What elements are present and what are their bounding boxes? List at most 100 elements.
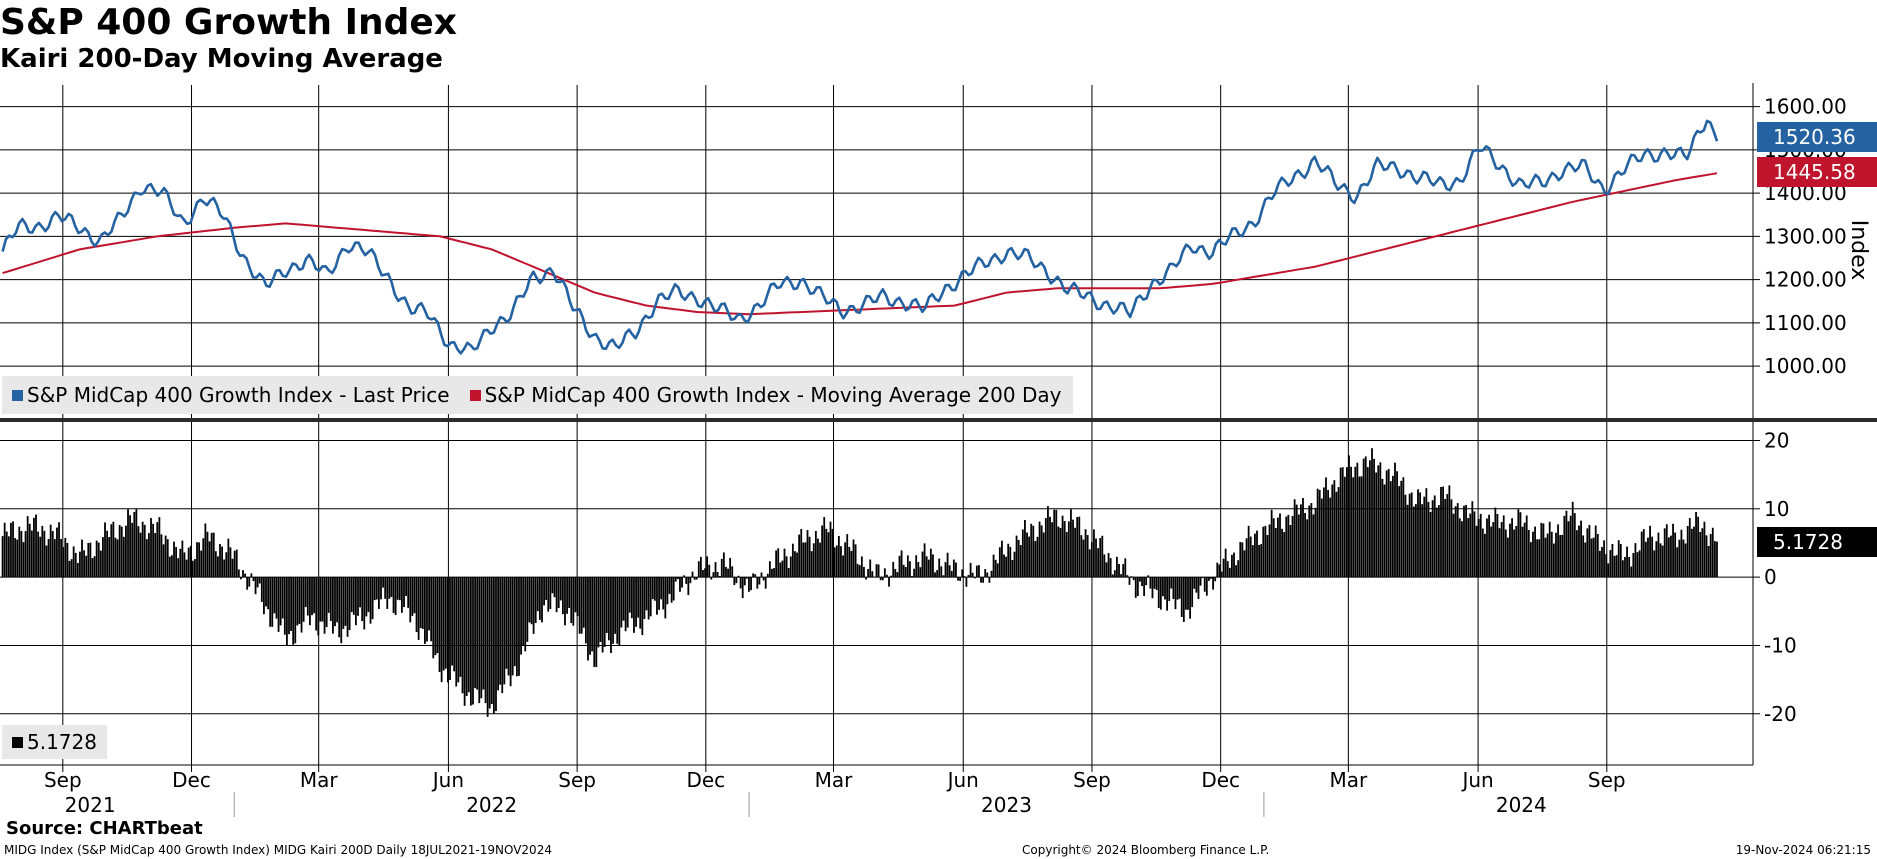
kairi-bar xyxy=(1713,541,1716,578)
kairi-bar xyxy=(1559,534,1562,578)
kairi-bar xyxy=(227,538,230,578)
kairi-bar xyxy=(1285,516,1288,578)
kairi-bar xyxy=(1220,571,1223,578)
kairi-bar xyxy=(300,577,303,633)
kairi-bar xyxy=(1569,515,1572,578)
kairi-bar xyxy=(915,555,918,578)
kairi-bar xyxy=(1247,525,1250,578)
kairi-bar xyxy=(1375,472,1378,578)
kairi-bar xyxy=(129,515,132,578)
kairi-bar xyxy=(708,564,711,578)
kairi-bar xyxy=(1134,577,1137,598)
kairi-bar xyxy=(10,522,12,578)
kairi-bar xyxy=(334,577,336,627)
kairi-bar xyxy=(725,566,727,578)
kairi-bar xyxy=(463,577,466,706)
kairi-bar xyxy=(568,577,571,608)
kairi-bar xyxy=(913,568,916,578)
kairi-bar xyxy=(1295,504,1298,578)
kairi-bar xyxy=(1030,523,1033,578)
x-month-label: Jun xyxy=(1460,768,1493,792)
kairi-bar xyxy=(1387,468,1390,578)
kairi-bar xyxy=(950,570,953,578)
x-month-label: Jun xyxy=(431,768,464,792)
kairi-bar xyxy=(189,545,192,578)
kairi-bar xyxy=(342,577,345,629)
kairi-bar xyxy=(810,551,813,578)
kairi-bar xyxy=(513,577,516,667)
kairi-bar xyxy=(576,577,579,617)
kairi-bar xyxy=(649,577,652,617)
legend-moving-average-swatch xyxy=(469,389,481,401)
kairi-bar xyxy=(1026,532,1028,578)
kairi-bar xyxy=(791,543,794,578)
kairi-bar xyxy=(118,525,121,578)
kairi-bar xyxy=(827,532,830,578)
kairi-bar xyxy=(515,577,518,677)
kairi-bar xyxy=(961,569,964,578)
kairi-bar xyxy=(545,577,548,600)
kairi-bar xyxy=(30,530,33,578)
kairi-bar xyxy=(1414,504,1417,578)
kairi-bar xyxy=(1254,533,1256,578)
kairi-bar xyxy=(538,577,541,620)
kairi-bar xyxy=(455,577,458,687)
kairi-bar xyxy=(1672,523,1674,578)
kairi-bar xyxy=(574,577,577,613)
kairi-bar xyxy=(1540,522,1543,578)
kairi-bar xyxy=(731,566,734,578)
kairi-bar xyxy=(578,577,581,634)
kairi-bar xyxy=(28,523,31,578)
kairi-bar xyxy=(819,542,821,578)
kairi-bar xyxy=(848,546,851,578)
kairi-bar xyxy=(1423,496,1426,578)
kairi-bar xyxy=(720,558,723,578)
x-month-label: Mar xyxy=(300,768,339,792)
kairi-bar xyxy=(323,577,326,634)
kairi-bar xyxy=(1078,516,1081,578)
kairi-bar xyxy=(704,568,706,578)
kairi-bar xyxy=(492,577,495,714)
kairi-bar xyxy=(1210,577,1212,579)
kairi-bar xyxy=(610,577,612,654)
kairi-bar xyxy=(969,562,972,578)
kairi-bar xyxy=(137,526,140,578)
kairi-bar xyxy=(1346,467,1348,578)
kairi-bar xyxy=(1212,577,1214,590)
kairi-bar xyxy=(1582,535,1585,578)
legend-top-panel: S&P MidCap 400 Growth Index - Last Price… xyxy=(2,376,1074,414)
kairi-bar xyxy=(1067,521,1070,578)
kairi-bar xyxy=(1076,516,1079,578)
kairi-bar xyxy=(294,577,297,644)
kairi-bar xyxy=(1320,498,1323,578)
kairi-bar xyxy=(1272,518,1275,578)
kairi-bar xyxy=(781,560,784,578)
kairi-bar xyxy=(890,575,893,578)
kairi-bar xyxy=(1036,536,1039,578)
kairi-bar xyxy=(873,576,876,578)
legend-moving-average: S&P MidCap 400 Growth Index - Moving Ave… xyxy=(469,383,1061,407)
kairi-bar xyxy=(599,577,602,643)
kairi-bar xyxy=(194,559,196,578)
top-y-label: 1600.00 xyxy=(1764,95,1847,119)
kairi-bar xyxy=(825,528,828,578)
kairi-bar xyxy=(833,547,836,578)
kairi-bar xyxy=(1360,476,1363,578)
kairi-bar xyxy=(662,577,665,610)
kairi-bar xyxy=(561,577,564,615)
kairi-bar xyxy=(944,562,947,578)
kairi-bar xyxy=(1264,525,1267,578)
kairi-bar xyxy=(407,577,410,608)
kairi-bar xyxy=(254,577,257,595)
kairi-bar xyxy=(58,522,60,578)
kairi-bar xyxy=(444,577,447,669)
x-year-label: 2023 xyxy=(981,793,1032,817)
kairi-bar xyxy=(1678,539,1681,578)
kairi-bar xyxy=(664,577,667,619)
kairi-bar xyxy=(158,517,161,578)
kairi-bar xyxy=(39,536,42,578)
kairi-bar xyxy=(244,573,246,578)
kairi-bar xyxy=(1456,503,1459,578)
kairi-bar xyxy=(319,577,322,622)
kairi-bar xyxy=(653,577,656,601)
